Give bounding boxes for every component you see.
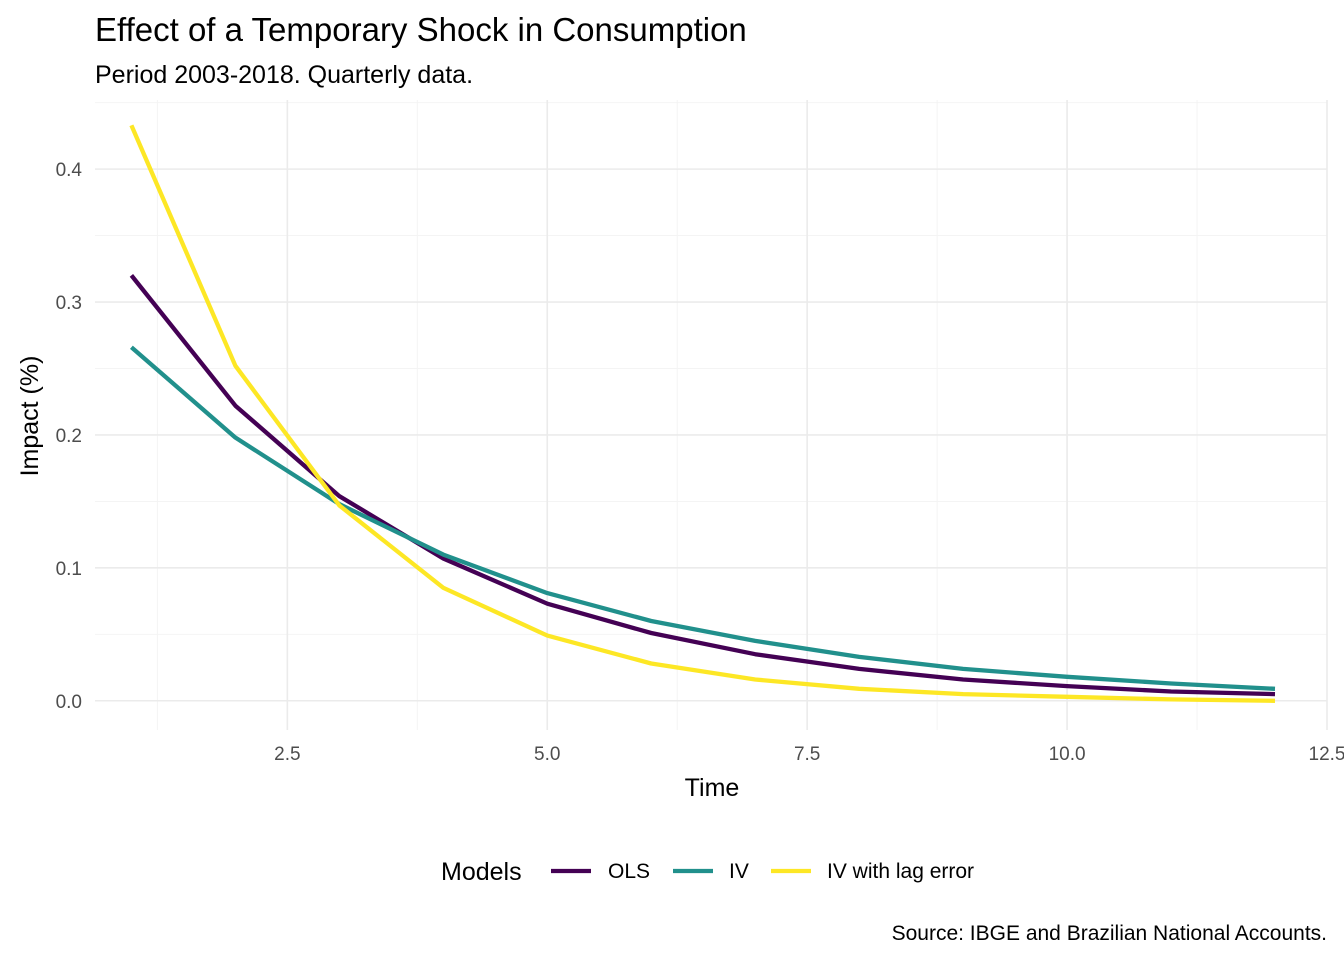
chart-subtitle: Period 2003-2018. Quarterly data. <box>95 61 473 89</box>
legend-label: OLS <box>608 860 650 883</box>
legend-label: IV with lag error <box>827 860 974 883</box>
legend: Models OLS IV IV with lag error <box>441 858 974 886</box>
y-axis-title: Impact (%) <box>16 356 44 477</box>
series-line-iv <box>129 345 1276 691</box>
y-tick-label: 0.1 <box>56 559 82 580</box>
x-tick-label: 12.5 <box>1309 744 1344 765</box>
x-tick-label: 7.5 <box>794 744 820 765</box>
chart-caption: Source: IBGE and Brazilian National Acco… <box>892 922 1327 945</box>
grid <box>95 100 1328 730</box>
x-tick-label: 2.5 <box>274 744 300 765</box>
x-axis-ticks: 2.5 5.0 7.5 10.0 12.5 <box>274 744 1344 765</box>
y-axis-ticks: 0.0 0.1 0.2 0.3 0.4 <box>56 160 83 713</box>
series-layer <box>129 124 1276 703</box>
x-axis-title: Time <box>685 774 740 802</box>
x-tick-label: 10.0 <box>1049 744 1086 765</box>
y-tick-label: 0.0 <box>56 692 82 713</box>
y-tick-label: 0.4 <box>56 160 83 181</box>
y-tick-label: 0.2 <box>56 426 82 447</box>
legend-label: IV <box>729 860 749 883</box>
series-line-iv-with-lag-error <box>129 124 1276 703</box>
legend-title: Models <box>441 858 522 886</box>
y-tick-label: 0.3 <box>56 293 82 314</box>
x-tick-label: 5.0 <box>534 744 560 765</box>
chart-title: Effect of a Temporary Shock in Consumpti… <box>95 11 747 48</box>
